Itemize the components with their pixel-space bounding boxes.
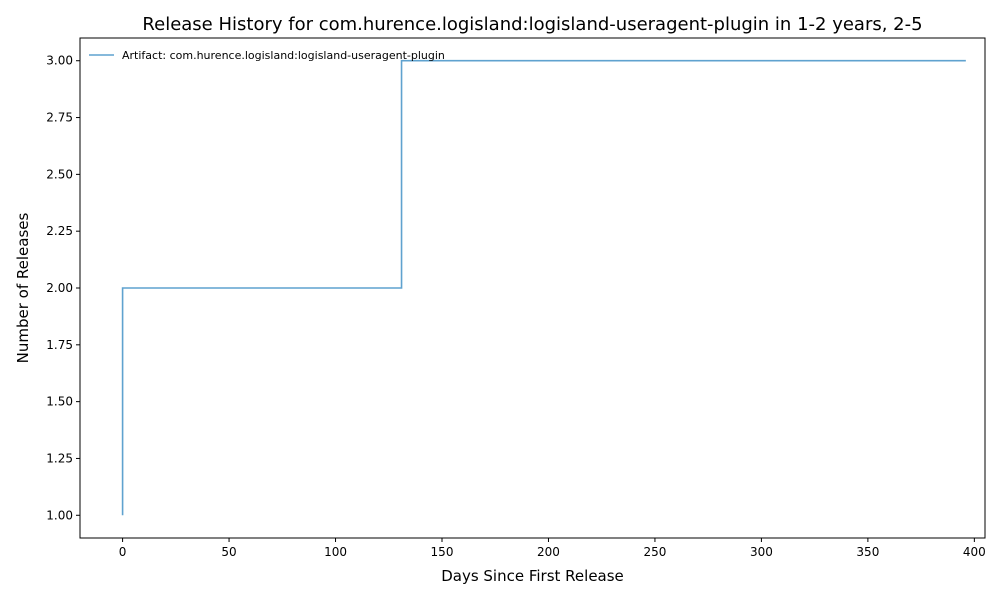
x-tick-label: 200 — [537, 545, 560, 559]
x-tick-label: 150 — [431, 545, 454, 559]
y-tick-label: 3.00 — [46, 54, 73, 68]
y-tick-label: 1.75 — [46, 338, 73, 352]
y-tick-label: 1.25 — [46, 451, 73, 465]
x-tick-label: 100 — [324, 545, 347, 559]
y-tick-label: 2.25 — [46, 224, 73, 238]
x-tick-label: 400 — [963, 545, 986, 559]
y-tick-label: 2.00 — [46, 281, 73, 295]
chart-title: Release History for com.hurence.logislan… — [142, 14, 922, 35]
y-tick-label: 1.00 — [46, 508, 73, 522]
series-layer — [121, 59, 966, 516]
legend-label: Artifact: com.hurence.logisland:logislan… — [122, 49, 445, 62]
y-tick-label: 2.75 — [46, 111, 73, 125]
x-axis-label: Days Since First Release — [441, 567, 624, 585]
y-tick-label: 2.50 — [46, 167, 73, 181]
x-tick-label: 250 — [643, 545, 666, 559]
x-axis-ticks: 0 50 100 150 200 250 300 350 400 — [119, 538, 986, 559]
x-tick-label: 0 — [119, 545, 127, 559]
y-tick-label: 1.50 — [46, 395, 73, 409]
series-line-0 — [121, 59, 966, 516]
x-tick-label: 350 — [856, 545, 879, 559]
legend: Artifact: com.hurence.logisland:logislan… — [89, 49, 445, 62]
x-tick-label: 50 — [221, 545, 236, 559]
x-tick-label: 300 — [750, 545, 773, 559]
y-axis-label: Number of Releases — [14, 212, 32, 363]
y-axis-ticks: 1.00 1.25 1.50 1.75 2.00 2.25 2.50 2.75 3.00 — [46, 54, 80, 522]
